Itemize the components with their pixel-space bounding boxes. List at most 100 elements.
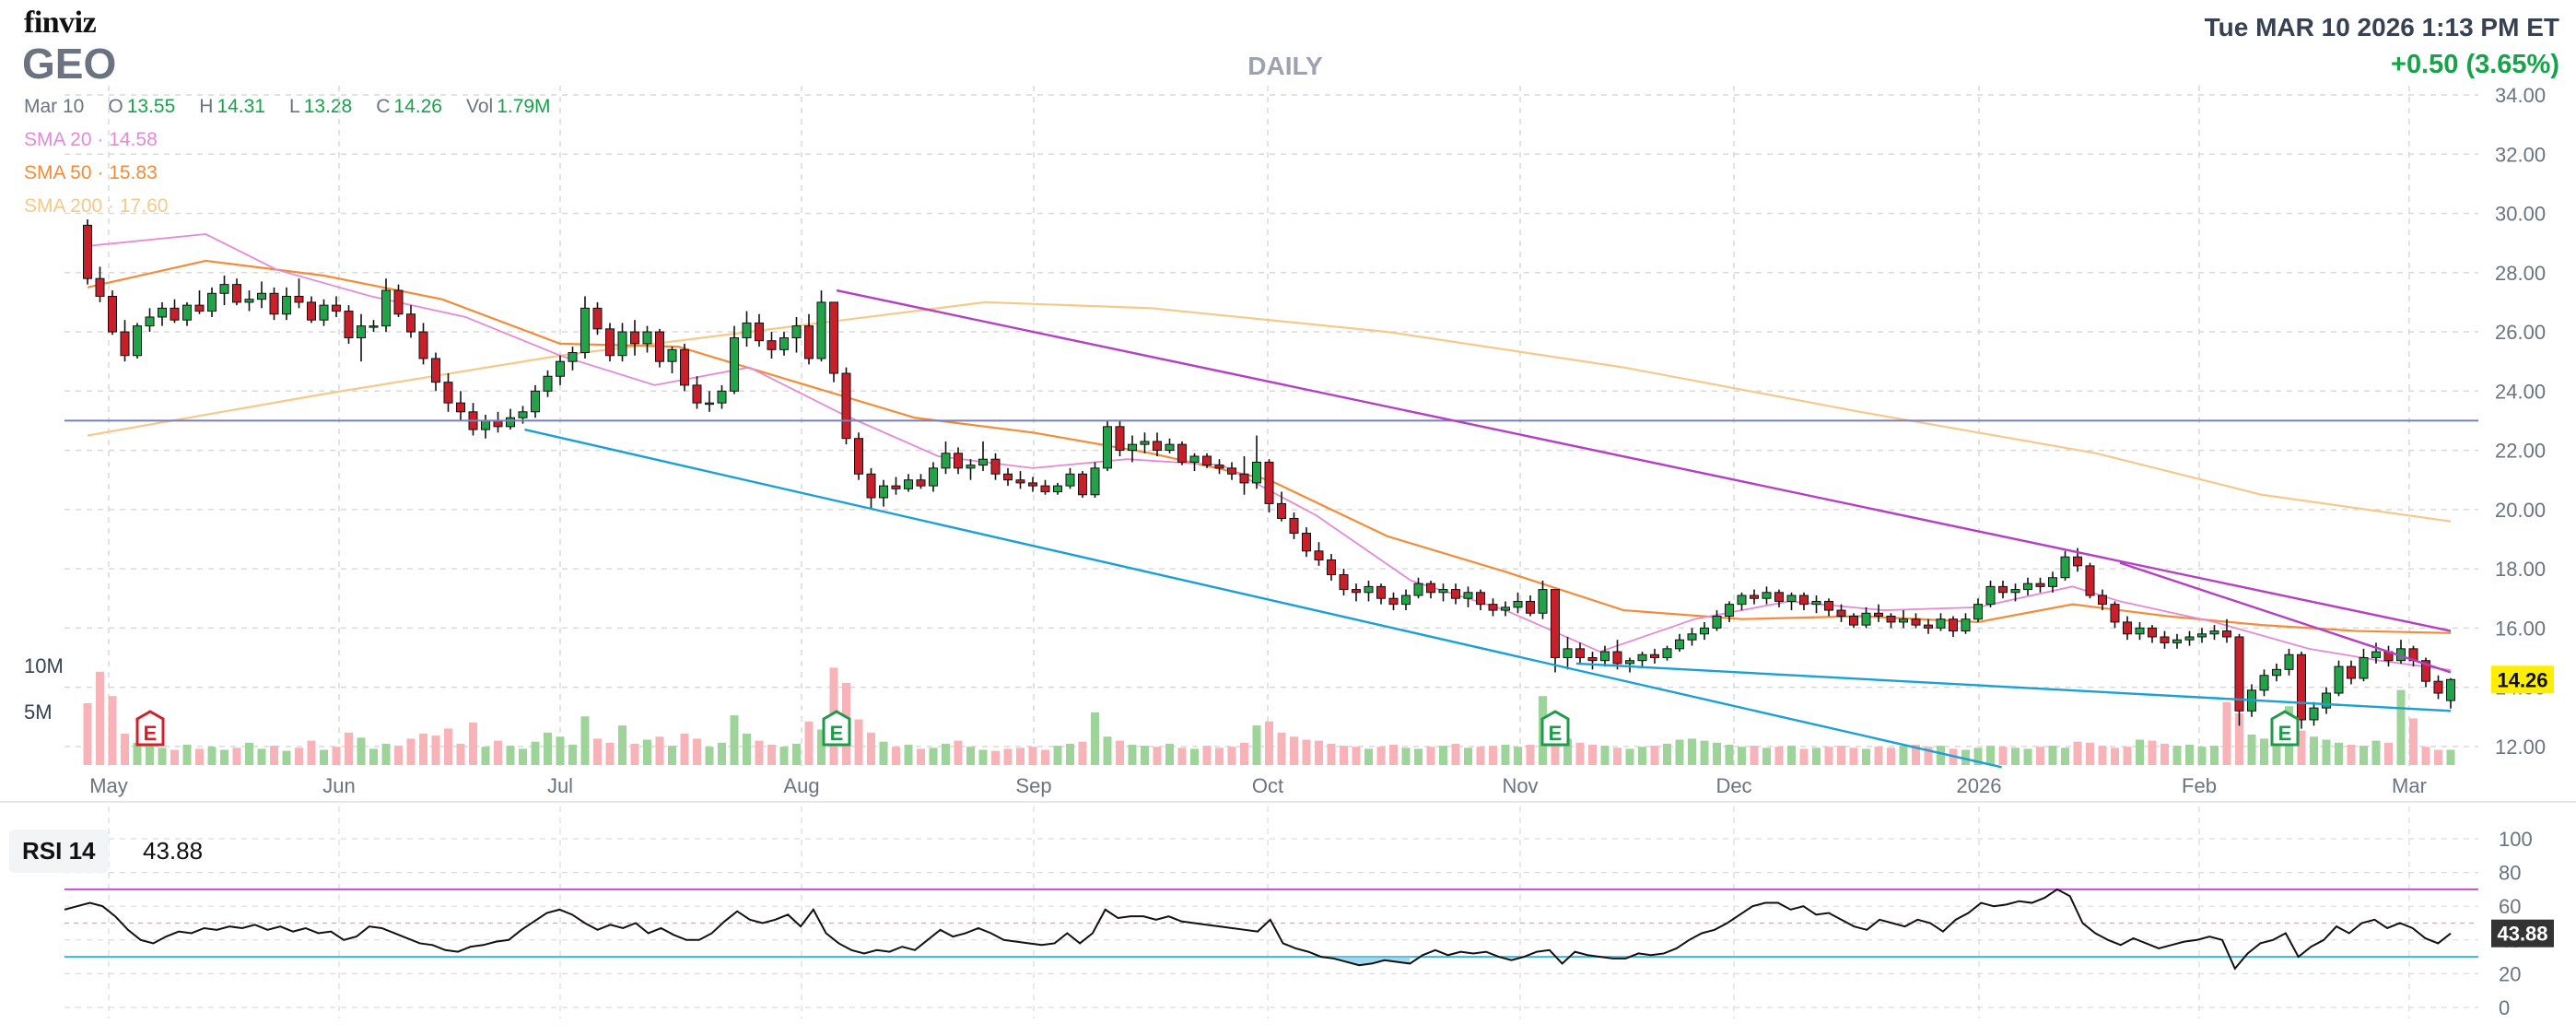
candle-body [158, 307, 167, 318]
volume-bar [1874, 747, 1883, 765]
date-axis: May Jun Jul Aug Sep Oct Nov Dec 2026 Feb Mar [89, 774, 2427, 797]
candle-body [2222, 630, 2231, 638]
candle-body [319, 304, 329, 321]
volume-bar [1837, 746, 1845, 765]
volume-bar [1041, 749, 1049, 765]
ticker-symbol: GEO [22, 40, 117, 88]
candle-body [1961, 618, 1971, 632]
volume-bar [394, 746, 403, 765]
earnings-badge [1540, 710, 1570, 747]
last-price-badge [2491, 665, 2554, 694]
volume-bar [320, 749, 328, 765]
candle-body [1575, 648, 1585, 658]
candle-body [1252, 461, 1261, 484]
close-value: 14.26 [393, 96, 442, 117]
candle-body [904, 479, 913, 489]
price-tick-label: 28.00 [2495, 262, 2546, 285]
volume-bar [1028, 747, 1037, 765]
earnings-marker: E [135, 710, 165, 747]
candle-body [145, 316, 155, 327]
candle-body [232, 284, 241, 303]
trendlines [64, 288, 2478, 769]
month-tick-label: Feb [2182, 774, 2217, 797]
volume-bar [2197, 747, 2207, 765]
finviz-logo[interactable]: finviz [24, 6, 97, 40]
candle-body [1040, 485, 1050, 493]
candle-body [1874, 612, 1883, 617]
candle-body [2297, 653, 2306, 721]
candle-body [219, 284, 229, 294]
sma20-legend: SMA 20 · 14.58 [24, 129, 158, 150]
candle-body [990, 458, 1001, 475]
volume-bar [1563, 738, 1572, 765]
candle-body [1053, 485, 1062, 493]
candle-body [866, 473, 876, 499]
volume-bar [605, 742, 615, 765]
candle-body [406, 313, 416, 333]
candle-body [1065, 473, 1075, 487]
candle-body [418, 331, 428, 359]
volume-bar [1961, 749, 1970, 765]
volume-bar [2347, 745, 2356, 765]
month-tick-label: 2026 [1957, 774, 2002, 797]
candle-body [244, 299, 254, 303]
candle-body [1214, 465, 1224, 469]
candle-body [592, 307, 603, 330]
candle-body [916, 479, 926, 487]
candle-body [978, 458, 988, 466]
volume-bar [854, 719, 863, 765]
candle-body [1488, 604, 1498, 611]
candle-body [2098, 595, 2107, 606]
candle-body [1799, 595, 1809, 606]
volume-bar [2086, 742, 2094, 765]
quote-datetime: Tue MAR 10 2026 1:13 PM ET [2204, 13, 2559, 41]
candle-body [2184, 636, 2195, 641]
candle-body [1364, 585, 1374, 594]
candle-body [332, 304, 341, 312]
volume-bar [1899, 746, 1908, 765]
candle-body [841, 372, 851, 440]
candle-body [1811, 600, 1821, 606]
volume-bar [2235, 712, 2243, 765]
volume-value: 1.79M [497, 96, 551, 117]
candle-body [1650, 653, 1659, 658]
volume-bar [307, 740, 316, 765]
price-tick-label: 24.00 [2495, 380, 2546, 403]
volume-bar [1153, 747, 1162, 765]
volume-bar [2396, 689, 2406, 765]
volume-bar [1451, 743, 1460, 765]
candle-body [1476, 592, 1485, 606]
price-tick-label: 12.00 [2495, 736, 2546, 759]
volume-bar [1650, 746, 1659, 765]
volume-bar [146, 746, 154, 765]
volume-bar [195, 748, 204, 765]
month-tick-label: Sep [1015, 774, 1051, 797]
candle-body [1128, 443, 1137, 452]
volume-bar [630, 743, 639, 765]
volume-bar [1016, 748, 1025, 765]
candle-body [1227, 467, 1236, 475]
rsi-tick-label: 0 [2499, 996, 2510, 1019]
candle-body [2334, 665, 2344, 694]
candle-body [1202, 455, 1212, 466]
rsi-last-label: 43.88 [2497, 923, 2547, 946]
candle-body [1277, 502, 1286, 519]
candle-body [1985, 585, 1996, 606]
volume-bar [2036, 747, 2044, 765]
price-tick-label: 22.00 [2495, 440, 2546, 463]
candle-body [1339, 574, 1349, 591]
volume-bar [1862, 748, 1870, 765]
volume-bar [1240, 742, 1248, 765]
price-tick-label: 20.00 [2495, 499, 2546, 522]
candle-body [667, 348, 677, 362]
rsi-tick-label: 100 [2499, 828, 2533, 851]
volume-bar [182, 745, 192, 765]
candle-body [194, 304, 205, 312]
volume-bar [2172, 746, 2182, 765]
volume-bar [1600, 746, 1610, 765]
volume-bar [2272, 742, 2281, 765]
volume-bar [1526, 745, 1535, 765]
candle-body [2197, 633, 2207, 638]
